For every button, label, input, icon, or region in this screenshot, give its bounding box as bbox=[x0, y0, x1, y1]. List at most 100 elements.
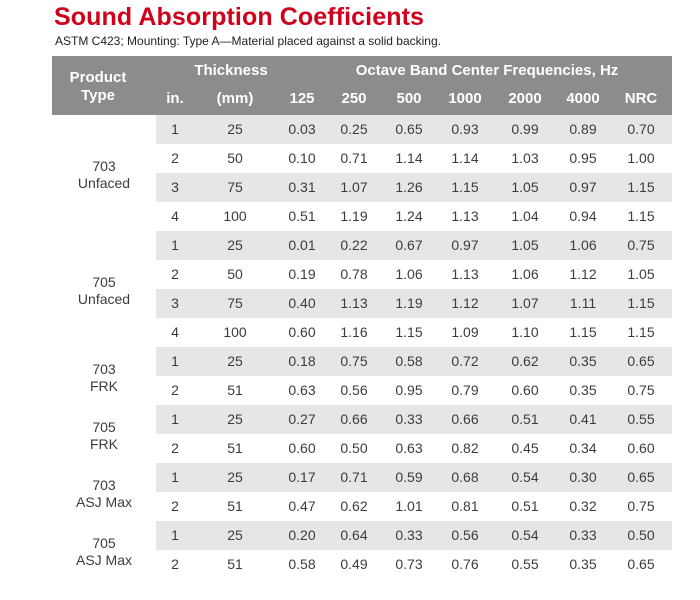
cell-500: 0.73 bbox=[395, 556, 423, 572]
cell-mm: 25 bbox=[227, 237, 243, 253]
header-500: 500 bbox=[396, 90, 422, 107]
cell-4000: 0.35 bbox=[569, 382, 597, 398]
cell-1000: 1.12 bbox=[451, 295, 479, 311]
cell-2000: 1.03 bbox=[511, 150, 539, 166]
cell-500: 1.01 bbox=[395, 498, 423, 514]
cell-4000: 0.89 bbox=[569, 121, 597, 137]
cell-nrc: 0.75 bbox=[627, 382, 655, 398]
cell-nrc: 1.15 bbox=[627, 208, 655, 224]
cell-125: 0.60 bbox=[288, 324, 316, 340]
cell-250: 0.64 bbox=[340, 527, 368, 543]
cell-1000: 1.13 bbox=[451, 266, 479, 282]
product-type-facing: Unfaced bbox=[77, 291, 131, 307]
cell-125: 0.47 bbox=[288, 498, 316, 514]
product-type-facing: ASJ Max bbox=[75, 494, 132, 510]
table-row: 4 100 0.60 1.16 1.15 1.09 1.10 1.15 1.15 bbox=[52, 318, 672, 347]
cell-4000: 0.35 bbox=[569, 353, 597, 369]
cell-500: 1.19 bbox=[395, 295, 423, 311]
table-row: 3 75 0.40 1.13 1.19 1.12 1.07 1.11 1.15 bbox=[52, 289, 672, 318]
cell-250: 0.75 bbox=[340, 353, 368, 369]
cell-250: 0.49 bbox=[340, 556, 368, 572]
cell-2000: 1.06 bbox=[511, 266, 539, 282]
cell-500: 0.33 bbox=[395, 527, 423, 543]
product-type-code: 703 bbox=[92, 361, 116, 377]
table-row: 1 25 0.20 0.64 0.33 0.56 0.54 0.33 0.50 bbox=[52, 521, 672, 550]
cell-250: 1.16 bbox=[340, 324, 368, 340]
cell-500: 0.95 bbox=[395, 382, 423, 398]
cell-nrc: 1.15 bbox=[627, 179, 655, 195]
cell-in: 1 bbox=[171, 469, 179, 485]
cell-1000: 1.15 bbox=[451, 179, 479, 195]
header-octave-bands: Octave Band Center Frequencies, Hz bbox=[355, 62, 619, 79]
cell-in: 2 bbox=[171, 556, 179, 572]
table-row: 1 25 0.17 0.71 0.59 0.68 0.54 0.30 0.65 bbox=[52, 463, 672, 492]
cell-1000: 0.79 bbox=[451, 382, 479, 398]
cell-2000: 0.45 bbox=[511, 440, 539, 456]
cell-mm: 25 bbox=[227, 411, 243, 427]
cell-in: 4 bbox=[171, 208, 179, 224]
cell-mm: 25 bbox=[227, 469, 243, 485]
cell-1000: 0.66 bbox=[451, 411, 479, 427]
cell-500: 1.14 bbox=[395, 150, 423, 166]
cell-in: 3 bbox=[171, 295, 179, 311]
row-shade bbox=[156, 231, 672, 260]
cell-500: 0.59 bbox=[395, 469, 423, 485]
table-row: 1 25 0.27 0.66 0.33 0.66 0.51 0.41 0.55 bbox=[52, 405, 672, 434]
cell-250: 0.66 bbox=[340, 411, 368, 427]
cell-nrc: 1.15 bbox=[627, 324, 655, 340]
cell-125: 0.03 bbox=[288, 121, 316, 137]
cell-nrc: 0.75 bbox=[627, 498, 655, 514]
cell-1000: 0.56 bbox=[451, 527, 479, 543]
cell-nrc: 0.65 bbox=[627, 556, 655, 572]
page-subtitle: ASTM C423; Mounting: Type A—Material pla… bbox=[55, 34, 441, 48]
row-shade bbox=[156, 289, 672, 318]
cell-125: 0.40 bbox=[288, 295, 316, 311]
cell-125: 0.19 bbox=[288, 266, 316, 282]
cell-nrc: 0.50 bbox=[627, 527, 655, 543]
product-type-code: 705 bbox=[92, 535, 116, 551]
cell-mm: 25 bbox=[227, 353, 243, 369]
cell-125: 0.31 bbox=[288, 179, 316, 195]
cell-nrc: 1.05 bbox=[627, 266, 655, 282]
cell-2000: 0.62 bbox=[511, 353, 539, 369]
cell-250: 0.50 bbox=[340, 440, 368, 456]
cell-2000: 1.10 bbox=[511, 324, 539, 340]
cell-mm: 75 bbox=[227, 295, 243, 311]
cell-in: 1 bbox=[171, 121, 179, 137]
cell-250: 0.78 bbox=[340, 266, 368, 282]
product-type-facing: Unfaced bbox=[77, 175, 131, 191]
cell-500: 0.33 bbox=[395, 411, 423, 427]
header-mm: (mm) bbox=[216, 90, 254, 107]
cell-4000: 0.30 bbox=[569, 469, 597, 485]
cell-500: 0.58 bbox=[395, 353, 423, 369]
cell-500: 1.06 bbox=[395, 266, 423, 282]
table-row: 1 25 0.03 0.25 0.65 0.93 0.99 0.89 0.70 bbox=[52, 115, 672, 144]
cell-mm: 25 bbox=[227, 121, 243, 137]
header-product-type-line1: Product bbox=[69, 69, 127, 86]
product-type-label: 705 Unfaced bbox=[52, 274, 156, 308]
cell-2000: 1.07 bbox=[511, 295, 539, 311]
product-type-code: 703 bbox=[92, 477, 116, 493]
cell-2000: 1.05 bbox=[511, 237, 539, 253]
table-row: 2 51 0.58 0.49 0.73 0.76 0.55 0.35 0.65 bbox=[52, 550, 672, 579]
cell-nrc: 1.15 bbox=[627, 295, 655, 311]
cell-in: 1 bbox=[171, 411, 179, 427]
header-4000: 4000 bbox=[566, 90, 600, 107]
cell-500: 1.15 bbox=[395, 324, 423, 340]
cell-250: 0.56 bbox=[340, 382, 368, 398]
product-type-facing: FRK bbox=[90, 378, 118, 394]
cell-nrc: 0.70 bbox=[627, 121, 655, 137]
product-type-label: 705 FRK bbox=[52, 419, 156, 453]
cell-in: 4 bbox=[171, 324, 179, 340]
cell-2000: 0.51 bbox=[511, 411, 539, 427]
cell-nrc: 0.75 bbox=[627, 237, 655, 253]
cell-in: 2 bbox=[171, 266, 179, 282]
cell-1000: 1.14 bbox=[451, 150, 479, 166]
cell-in: 2 bbox=[171, 150, 179, 166]
cell-1000: 0.97 bbox=[451, 237, 479, 253]
header-in: in. bbox=[166, 90, 184, 107]
cell-4000: 1.11 bbox=[569, 295, 597, 311]
product-type-facing: ASJ Max bbox=[75, 552, 132, 568]
header-250: 250 bbox=[341, 90, 367, 107]
row-shade bbox=[156, 115, 672, 144]
